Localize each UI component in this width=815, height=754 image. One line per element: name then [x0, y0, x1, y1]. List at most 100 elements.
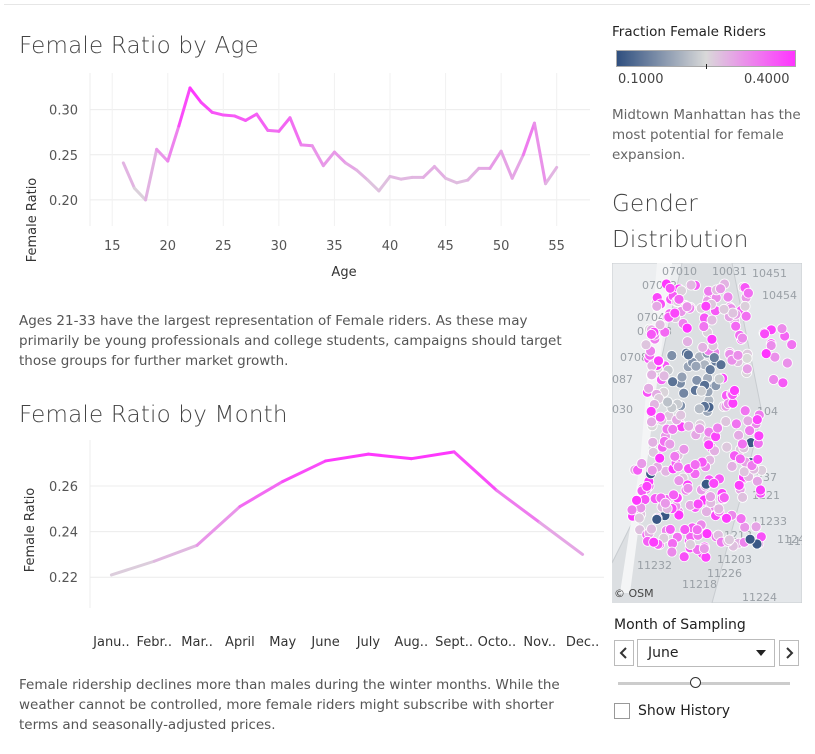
- line-segment[interactable]: [321, 150, 336, 168]
- line-segment[interactable]: [221, 113, 236, 118]
- line-segment[interactable]: [466, 166, 481, 182]
- map-station-marker[interactable]: [705, 491, 716, 503]
- map-station-marker[interactable]: [654, 319, 666, 331]
- line-segment[interactable]: [277, 116, 292, 133]
- map-station-marker[interactable]: [777, 377, 789, 389]
- map-station-marker[interactable]: [733, 479, 745, 491]
- line-segment[interactable]: [152, 543, 199, 563]
- line-segment[interactable]: [444, 176, 459, 185]
- map-station-marker[interactable]: [640, 339, 652, 351]
- map-station-marker[interactable]: [658, 370, 670, 382]
- map-station-marker[interactable]: [755, 484, 766, 496]
- map-station-marker[interactable]: [718, 492, 730, 504]
- map-station-marker[interactable]: [706, 314, 718, 326]
- map-station-marker[interactable]: [626, 504, 638, 516]
- line-segment[interactable]: [495, 489, 542, 524]
- line-segment[interactable]: [432, 165, 448, 180]
- map-station-marker[interactable]: [742, 287, 754, 299]
- map-station-marker[interactable]: [681, 322, 693, 334]
- line-segment[interactable]: [281, 459, 328, 483]
- map-station-marker[interactable]: [694, 423, 705, 435]
- map-station-marker[interactable]: [691, 524, 703, 536]
- map-station-marker[interactable]: [708, 477, 720, 489]
- month-slider-thumb[interactable]: [690, 677, 702, 688]
- prev-month-button[interactable]: [614, 640, 634, 666]
- map-station-marker[interactable]: [682, 482, 694, 494]
- map-station-marker[interactable]: [643, 382, 654, 394]
- map-station-marker[interactable]: [664, 438, 676, 450]
- map-station-marker[interactable]: [724, 534, 735, 546]
- map-station-marker[interactable]: [731, 418, 742, 430]
- map-station-marker[interactable]: [651, 300, 663, 312]
- line-segment[interactable]: [232, 114, 248, 122]
- map-station-marker[interactable]: [654, 452, 666, 464]
- map-station-marker[interactable]: [673, 475, 685, 487]
- map-station-marker[interactable]: [739, 405, 751, 417]
- map-station-marker[interactable]: [683, 420, 695, 432]
- line-segment[interactable]: [155, 147, 170, 163]
- show-history-label[interactable]: Show History: [638, 703, 731, 719]
- line-segment[interactable]: [366, 452, 413, 461]
- map-station-marker[interactable]: [667, 423, 679, 435]
- line-segment[interactable]: [421, 165, 436, 179]
- map-station-marker[interactable]: [673, 293, 685, 305]
- line-segment[interactable]: [310, 144, 325, 168]
- line-segment[interactable]: [355, 168, 370, 182]
- map-station-marker[interactable]: [712, 422, 723, 434]
- map-station-marker[interactable]: [732, 349, 744, 361]
- month-chart-line[interactable]: [109, 450, 585, 577]
- map-station-marker[interactable]: [741, 353, 753, 364]
- line-segment[interactable]: [488, 149, 503, 170]
- map-station-marker[interactable]: [726, 460, 738, 472]
- map-station-marker[interactable]: [689, 459, 701, 471]
- map-station-marker[interactable]: [676, 371, 688, 383]
- map-station-marker[interactable]: [648, 536, 660, 548]
- map-station-marker[interactable]: [718, 303, 730, 315]
- map-station-marker[interactable]: [691, 374, 703, 386]
- map-station-marker[interactable]: [685, 279, 697, 291]
- map-station-marker[interactable]: [662, 396, 673, 408]
- line-segment[interactable]: [255, 112, 270, 132]
- line-segment[interactable]: [510, 153, 525, 180]
- line-segment[interactable]: [299, 143, 314, 148]
- map-station-marker[interactable]: [654, 411, 666, 423]
- map-station-marker[interactable]: [744, 425, 756, 437]
- map-station-marker[interactable]: [682, 336, 693, 347]
- map-station-marker[interactable]: [693, 403, 705, 415]
- map-station-marker[interactable]: [633, 512, 645, 524]
- map-station-marker[interactable]: [690, 360, 702, 372]
- map-station-marker[interactable]: [734, 453, 746, 465]
- line-segment[interactable]: [532, 121, 548, 186]
- map-canvas[interactable]: 0701010031104510702210454070470709307086…: [612, 263, 802, 603]
- line-segment[interactable]: [366, 178, 381, 193]
- map-station-marker[interactable]: [645, 405, 657, 417]
- map-station-marker[interactable]: [737, 332, 748, 344]
- map-station-marker[interactable]: [760, 348, 772, 359]
- map-station-marker[interactable]: [737, 491, 749, 503]
- line-segment[interactable]: [409, 450, 456, 461]
- line-segment[interactable]: [144, 147, 159, 202]
- line-segment[interactable]: [388, 174, 403, 181]
- map-station-marker[interactable]: [669, 307, 681, 319]
- line-segment[interactable]: [324, 452, 370, 463]
- line-segment[interactable]: [238, 479, 285, 509]
- map-station-marker[interactable]: [681, 301, 693, 313]
- map-station-marker[interactable]: [715, 359, 727, 371]
- map-station-marker[interactable]: [675, 409, 687, 421]
- map-station-marker[interactable]: [678, 387, 690, 399]
- map-station-marker[interactable]: [631, 494, 643, 506]
- map-station-marker[interactable]: [664, 282, 676, 294]
- map-station-marker[interactable]: [679, 524, 691, 535]
- map-station-marker[interactable]: [692, 498, 704, 510]
- map-station-marker[interactable]: [698, 321, 710, 332]
- map-station-marker[interactable]: [673, 509, 685, 521]
- map-station-marker[interactable]: [713, 503, 725, 515]
- show-history-checkbox[interactable]: [614, 703, 630, 719]
- map-station-marker[interactable]: [740, 310, 752, 322]
- map-station-marker[interactable]: [653, 355, 664, 367]
- month-select[interactable]: June: [637, 639, 775, 667]
- map-station-marker[interactable]: [713, 373, 725, 385]
- map-station-marker[interactable]: [751, 414, 763, 426]
- line-segment[interactable]: [188, 86, 203, 104]
- map-station-marker[interactable]: [646, 416, 657, 428]
